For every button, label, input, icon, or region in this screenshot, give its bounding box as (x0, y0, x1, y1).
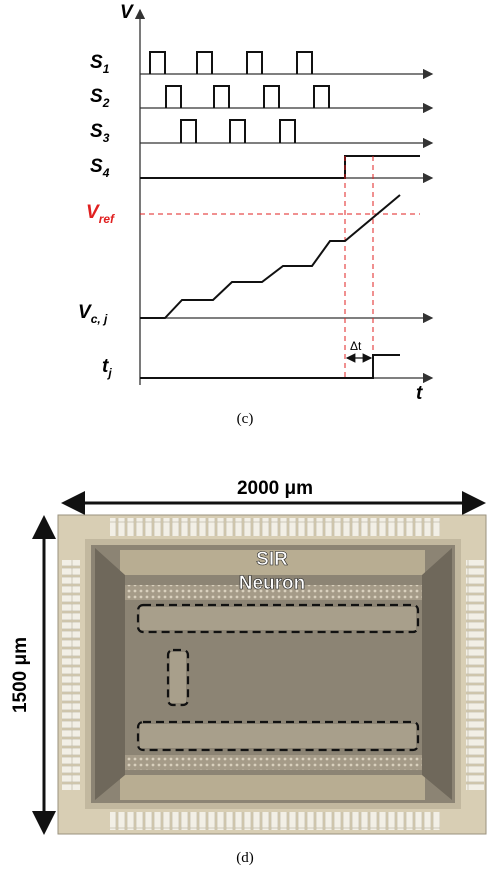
s1-wave (149, 51, 313, 74)
caption: (d) (236, 850, 254, 866)
timing-diagram: V Δt t S1 S2 S3 S4 Vref Vc, j tj (c) (78, 2, 434, 427)
signal-label: S2 (90, 86, 110, 110)
tj-wave (140, 354, 400, 379)
neuron-box (166, 648, 190, 707)
caption: (c) (237, 411, 254, 427)
s3-wave (180, 119, 296, 143)
vref-label: Vref (86, 202, 115, 226)
signal-label: S1 (90, 52, 110, 76)
vc-label: Vc, j (78, 302, 108, 326)
chip-figure: 2000 μm 1500 μm SIR Neuron (d) (10, 478, 487, 866)
height-label: 1500 μm (10, 637, 31, 713)
neuron-box (136, 720, 420, 752)
tj-label: tj (102, 356, 112, 380)
s4-wave (140, 155, 420, 179)
t-axis-label: t (416, 383, 423, 404)
v-axis-label: V (120, 2, 134, 23)
s2-wave (165, 85, 330, 108)
delta-t-label: Δt (350, 339, 362, 353)
chip-label: SIR (256, 549, 288, 570)
chip-photo: SIR Neuron (57, 514, 487, 835)
chip-label: Neuron (239, 573, 306, 594)
vc-wave (140, 194, 401, 319)
signal-label: S3 (90, 121, 110, 145)
neuron-box (136, 603, 420, 634)
signal-label: S4 (90, 156, 110, 180)
width-label: 2000 μm (237, 478, 313, 499)
